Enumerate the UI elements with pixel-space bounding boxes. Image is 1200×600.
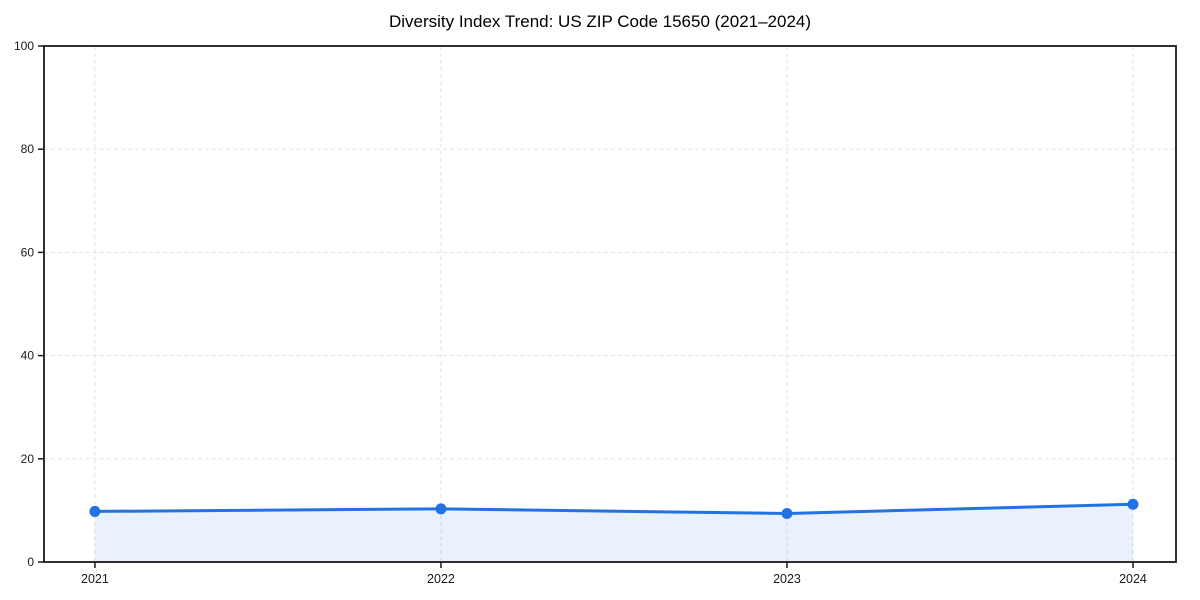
y-tick-label: 20 [21, 452, 35, 466]
data-point [435, 503, 447, 515]
y-tick-label: 0 [27, 555, 34, 569]
x-tick-label: 2021 [81, 572, 109, 586]
y-tick-label: 60 [21, 245, 35, 259]
data-point [781, 507, 793, 519]
x-tick-label: 2024 [1119, 572, 1147, 586]
x-tick-label: 2023 [773, 572, 801, 586]
x-tick-label: 2022 [427, 572, 455, 586]
y-tick-label: 100 [14, 39, 34, 53]
plot-frame [43, 45, 1177, 563]
chart-title: Diversity Index Trend: US ZIP Code 15650… [388, 12, 812, 31]
area-fill [94, 504, 1133, 562]
y-tick-label: 80 [21, 142, 35, 156]
data-line [93, 502, 1135, 515]
data-point [89, 505, 101, 517]
data-point [1127, 498, 1139, 510]
y-tick-label: 40 [21, 349, 35, 363]
